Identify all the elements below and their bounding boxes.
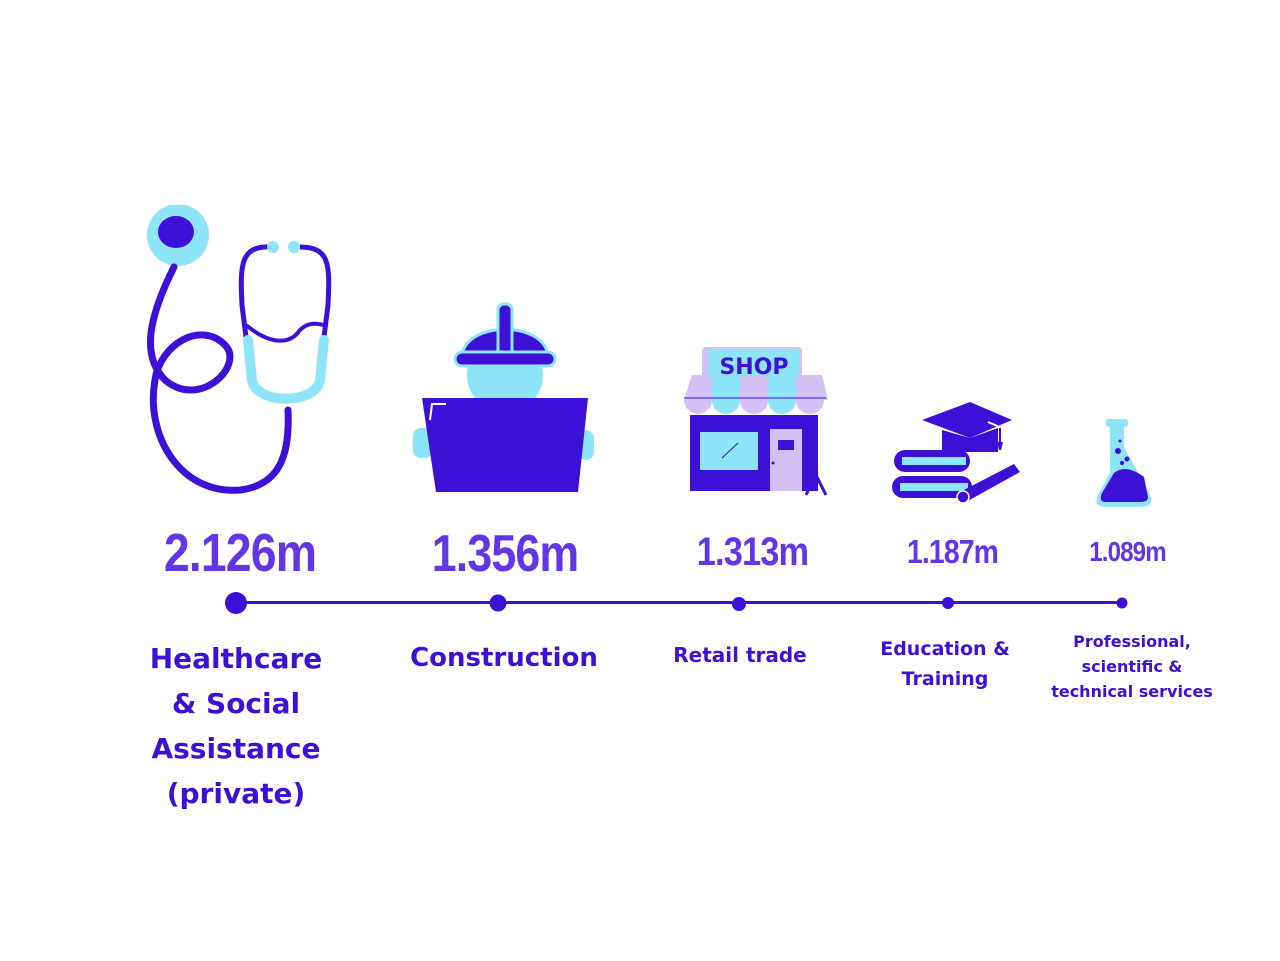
timeline-dot-education xyxy=(942,597,954,609)
flask-icon xyxy=(1096,419,1152,507)
timeline-dot-professional xyxy=(1116,597,1128,609)
label-healthcare: Healthcare & Social Assistance (private) xyxy=(149,642,323,810)
label-construction: Construction xyxy=(410,643,598,673)
timeline-dot-construction xyxy=(489,594,507,612)
value-healthcare: 2.126m xyxy=(163,523,317,583)
value-professional: 1.089m xyxy=(1089,536,1166,567)
shop-icon: SHOP xyxy=(684,347,828,496)
label-education: Education & Training xyxy=(880,638,1010,690)
stethoscope-icon xyxy=(146,205,332,494)
label-retail: Retail trade xyxy=(673,643,807,667)
timeline-line xyxy=(236,601,1124,604)
label-professional: Professional, scientific & technical ser… xyxy=(1051,632,1213,701)
value-retail: 1.313m xyxy=(696,530,809,574)
graduation-books-icon xyxy=(892,402,1020,504)
timeline-dot-healthcare xyxy=(225,592,247,614)
construction-worker-icon xyxy=(413,302,594,492)
timeline-dot-retail xyxy=(732,597,746,611)
value-education: 1.187m xyxy=(906,533,999,570)
value-construction: 1.356m xyxy=(431,525,579,583)
